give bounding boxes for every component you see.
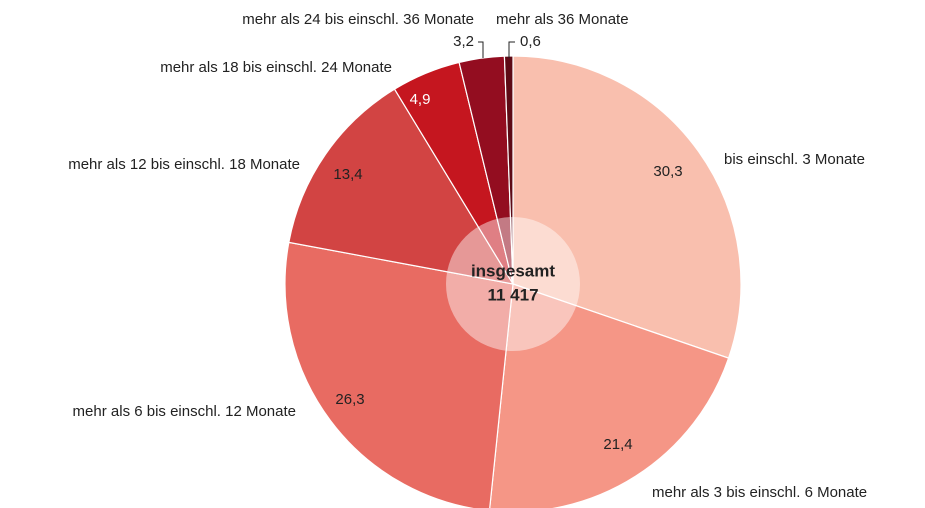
category-label: mehr als 24 bis einschl. 36 Monate [242,11,474,28]
value-label: 21,4 [603,436,632,453]
category-label: mehr als 6 bis einschl. 12 Monate [73,403,296,420]
value-label: 30,3 [653,163,682,180]
pie-slice [489,283,730,508]
category-label: mehr als 3 bis einschl. 6 Monate [652,484,867,501]
leader-line [478,41,484,58]
pie-slice [288,88,515,285]
value-label: 3,2 [453,33,474,50]
value-label: 26,3 [335,391,364,408]
category-label: bis einschl. 3 Monate [724,151,865,168]
total-label: 11 417 [487,285,538,304]
value-label: 0,6 [520,33,541,50]
category-label: mehr als 12 bis einschl. 18 Monate [68,156,300,173]
value-label: 13,4 [333,166,362,183]
category-label: mehr als 36 Monate [496,11,629,28]
center-label: insgesamt [471,261,555,280]
category-label: mehr als 18 bis einschl. 24 Monate [160,59,392,76]
pie-slice [284,241,514,508]
pie-slice [512,55,742,359]
value-label: 4,9 [410,91,431,108]
center-disc [446,217,580,351]
leader-line [508,41,515,58]
